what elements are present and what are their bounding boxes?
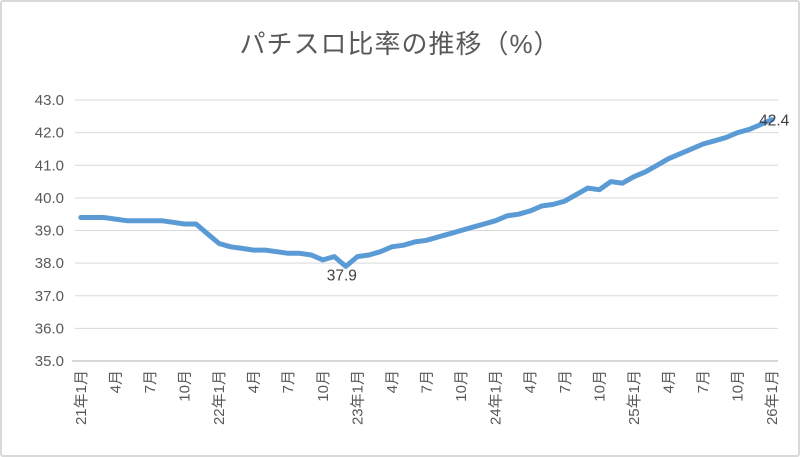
y-axis-label: 38.0 (35, 255, 64, 272)
x-axis-label: 7月 (557, 370, 574, 393)
x-axis-label: 10月 (730, 370, 747, 402)
data-label-last: 42.4 (759, 113, 790, 130)
y-axis-label: 42.0 (35, 125, 64, 142)
x-axis-label: 22年1月 (211, 370, 228, 425)
x-axis-label: 26年1月 (764, 370, 781, 425)
x-axis-label: 4月 (661, 370, 678, 393)
x-axis-label: 4月 (107, 370, 124, 393)
x-axis-label: 7月 (695, 370, 712, 393)
data-label-min: 37.9 (327, 267, 357, 284)
x-axis-label: 7月 (419, 370, 436, 393)
x-axis-label: 23年1月 (349, 370, 366, 425)
x-axis-label: 21年1月 (73, 370, 90, 425)
x-axis-label: 10月 (591, 370, 608, 402)
x-axis-label: 7月 (280, 370, 297, 393)
y-axis-label: 37.0 (35, 288, 64, 305)
y-axis-label: 43.0 (35, 92, 64, 109)
x-axis-label: 10月 (315, 370, 332, 402)
y-axis-label: 36.0 (35, 320, 64, 337)
x-axis-label: 4月 (522, 370, 539, 393)
x-axis-label: 25年1月 (626, 370, 643, 425)
x-axis-label: 4月 (384, 370, 401, 393)
y-axis-label: 41.0 (35, 157, 64, 174)
y-axis-label: 35.0 (35, 353, 64, 370)
x-axis-label: 7月 (142, 370, 159, 393)
x-axis-label: 10月 (453, 370, 470, 402)
x-axis-label: 24年1月 (488, 370, 505, 425)
chart-title: パチスロ比率の推移（%） (239, 29, 561, 59)
series-line (78, 117, 775, 269)
y-axis-label: 39.0 (35, 223, 64, 240)
x-axis-label: 4月 (246, 370, 263, 393)
y-axis-label: 40.0 (35, 190, 64, 207)
x-axis-label: 10月 (177, 370, 194, 402)
